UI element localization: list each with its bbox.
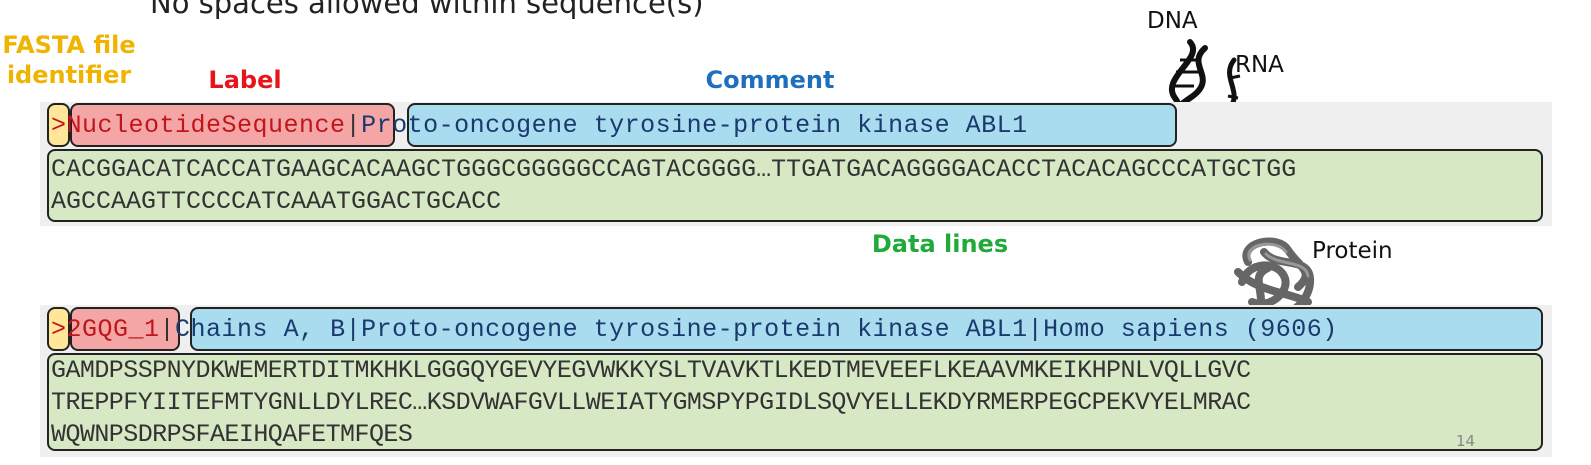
nucleotide-comment-box <box>407 103 1177 147</box>
protein-separator: | <box>159 315 176 344</box>
nucleotide-header-line: >NucleotideSequence|Proto-oncogene tyros… <box>51 111 1028 141</box>
nucleotide-data-line-1: CACGGACATCACCATGAAGCACAAGCTGGGCGGGGGCCAG… <box>51 155 1297 184</box>
identifier-header-line2: identifier <box>6 61 132 89</box>
label-header: Label <box>208 66 282 94</box>
dna-label: DNA <box>1147 8 1198 34</box>
nucleotide-data-box <box>47 149 1543 222</box>
nucleotide-comment: Proto-oncogene tyrosine-protein kinase A… <box>361 111 1028 140</box>
protein-header-line: >2GQG_1|Chains A, B|Proto-oncogene tyros… <box>51 315 1338 345</box>
rna-label: RNA <box>1235 52 1284 78</box>
comment-header: Comment <box>705 66 835 94</box>
data-lines-header: Data lines <box>871 230 1009 258</box>
protein-label: Protein <box>1312 238 1393 264</box>
nucleotide-gt: > <box>51 111 67 140</box>
nucleotide-separator: | <box>345 111 362 140</box>
identifier-header: FASTA file identifier <box>0 30 138 90</box>
nucleotide-label-box <box>70 103 395 147</box>
protein-comment: Chains A, B|Proto-oncogene tyrosine-prot… <box>175 315 1338 344</box>
nucleotide-identifier-box <box>47 103 70 147</box>
nucleotide-label: NucleotideSequence <box>66 111 346 140</box>
protein-identifier-box <box>47 307 70 351</box>
protein-label: 2GQG_1 <box>66 315 160 344</box>
protein-data-line-3: WQWNPSDRPSFAEIHQAFETMFQES <box>51 420 413 449</box>
protein-gt: > <box>51 315 67 344</box>
protein-comment-box <box>190 307 1543 351</box>
protein-label-box <box>70 307 180 351</box>
page-number: 14 <box>1456 432 1476 450</box>
protein-data-box <box>47 353 1543 451</box>
protein-data-line-2: TREPPFYIITEFMTYGNLLDYLREC…KSDVWAFGVLLWEI… <box>51 388 1251 417</box>
slide-top-text: No spaces allowed within sequence(s) <box>150 0 704 20</box>
protein-data-line-1: GAMDPSSPNYDKWEMERTDITMKHKLGGGQYGEVYEGVWK… <box>51 356 1251 385</box>
nucleotide-data-line-2: AGCCAAGTTCCCCATCAAATGGACTGCACC <box>51 187 502 216</box>
identifier-header-line1: FASTA file <box>2 31 136 59</box>
